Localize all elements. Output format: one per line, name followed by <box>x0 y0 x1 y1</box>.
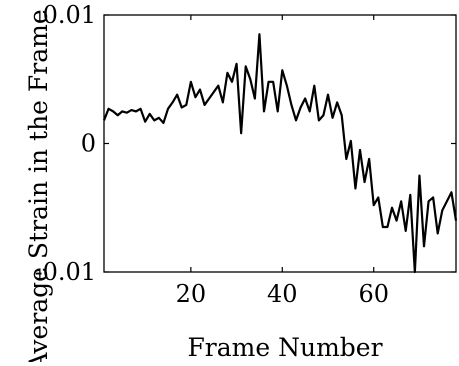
strain-series-line <box>102 33 458 274</box>
y-axis-label: Average Strain in the Frame <box>24 9 53 362</box>
x-axis-ticks: 20 40 60 <box>176 15 389 308</box>
x-tick-label-40: 40 <box>267 280 298 308</box>
y-axis-ticks: -0.01 0 0.01 <box>34 1 456 286</box>
y-tick-label--0.01: -0.01 <box>34 258 96 286</box>
y-tick-label-0.01: 0.01 <box>43 1 96 29</box>
y-tick-label-0: 0 <box>81 130 96 158</box>
x-tick-label-20: 20 <box>176 280 207 308</box>
x-axis-label: Frame Number <box>187 333 382 362</box>
x-tick-label-60: 60 <box>358 280 389 308</box>
plot-area-frame <box>103 14 457 273</box>
